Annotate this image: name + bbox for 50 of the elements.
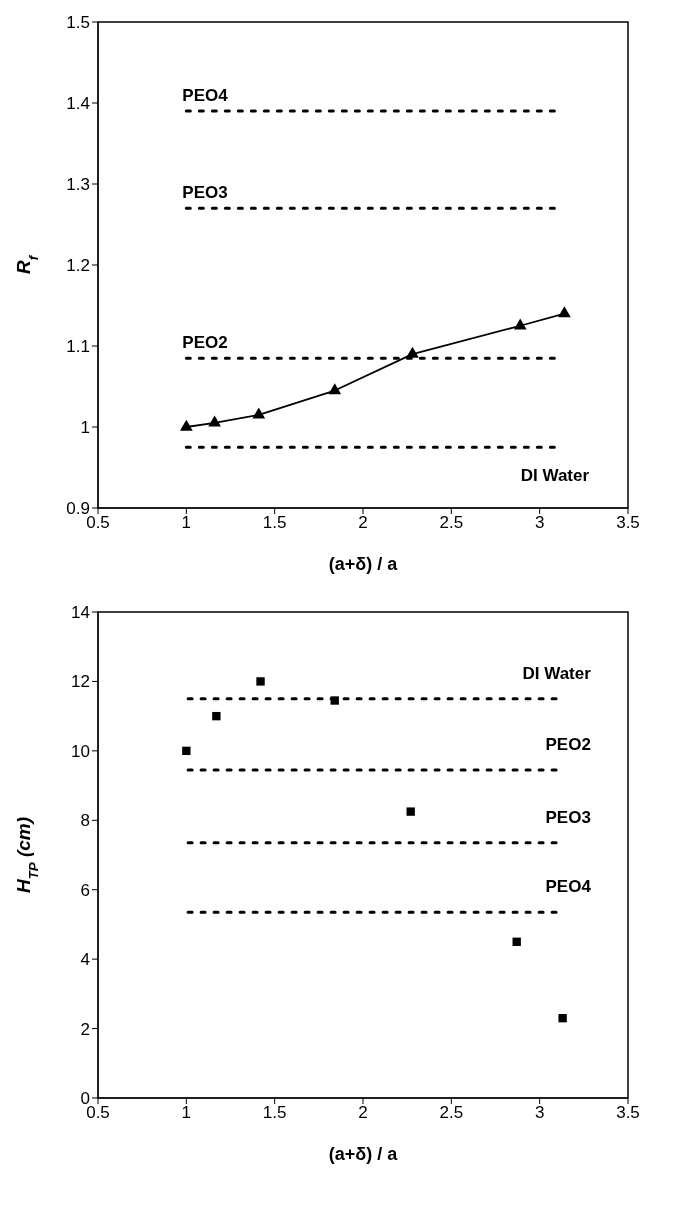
x-tick-label: 2 bbox=[358, 513, 368, 533]
series-label: DI Water bbox=[520, 466, 590, 486]
x-tick-label: 1 bbox=[181, 1103, 192, 1123]
series-label: PEO3 bbox=[545, 807, 591, 827]
x-tick-label: 2.5 bbox=[439, 1103, 464, 1123]
y-tick-label: 14 bbox=[71, 603, 90, 623]
x-tick-label: 3.5 bbox=[616, 1103, 640, 1123]
point bbox=[212, 711, 221, 721]
x-tick-label: 0.5 bbox=[86, 513, 110, 533]
x-tick-label: 1.5 bbox=[262, 1103, 287, 1123]
y-tick-label: 1.1 bbox=[66, 337, 90, 357]
x-tick-label: 2.5 bbox=[439, 513, 464, 533]
point bbox=[182, 746, 191, 756]
point bbox=[558, 1013, 567, 1023]
point bbox=[558, 306, 571, 318]
y-tick-label: 1 bbox=[80, 418, 90, 438]
point bbox=[256, 677, 265, 686]
y-tick-label: 8 bbox=[80, 811, 90, 831]
point bbox=[208, 415, 221, 427]
x-tick-label: 3.5 bbox=[616, 513, 640, 533]
series-label: PEO4 bbox=[545, 877, 592, 897]
point bbox=[406, 346, 419, 358]
x-axis-title: (a+δ) / a bbox=[328, 554, 399, 574]
point bbox=[252, 407, 266, 419]
x-tick-label: 1 bbox=[181, 513, 192, 533]
point bbox=[179, 419, 193, 431]
y-tick-label: 1.3 bbox=[66, 175, 90, 195]
x-tick-label: 0.5 bbox=[86, 1103, 110, 1123]
y-tick-label: 4 bbox=[80, 950, 90, 970]
x-tick-label: 3 bbox=[534, 513, 545, 533]
x-tick-label: 1.5 bbox=[262, 513, 287, 533]
series-label: DI Water bbox=[522, 663, 592, 683]
series-label: PEO3 bbox=[182, 183, 228, 203]
point bbox=[406, 807, 415, 816]
x-tick-label: 2 bbox=[358, 1103, 368, 1123]
x-axis-title: (a+δ) / a bbox=[328, 1144, 399, 1164]
y-tick-label: 10 bbox=[71, 741, 90, 761]
y-tick-label: 12 bbox=[71, 672, 90, 692]
series-label: PEO4 bbox=[182, 86, 229, 106]
y-tick-label: 1.4 bbox=[66, 94, 90, 114]
point bbox=[512, 937, 521, 946]
y-tick-label: 1.2 bbox=[66, 256, 90, 276]
x-tick-label: 3 bbox=[534, 1103, 545, 1123]
point bbox=[328, 383, 342, 395]
series-label: PEO2 bbox=[545, 734, 591, 754]
y-tick-label: 6 bbox=[80, 880, 90, 900]
series-label: PEO2 bbox=[182, 333, 228, 353]
y-tick-label: 1.5 bbox=[66, 13, 90, 33]
y-tick-label: 2 bbox=[80, 1019, 90, 1039]
point bbox=[513, 318, 527, 330]
